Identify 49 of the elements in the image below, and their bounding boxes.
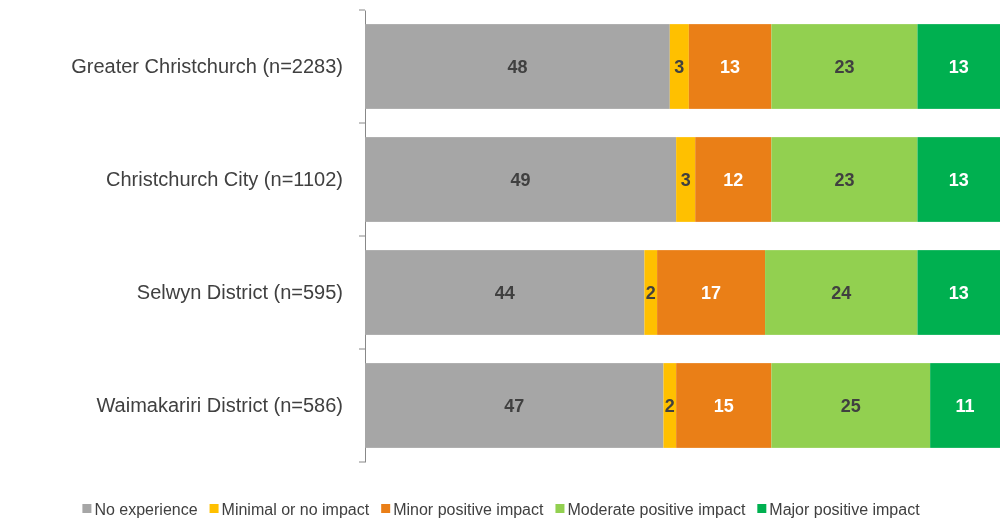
legend-label: No experience	[94, 500, 198, 518]
data-label: 13	[948, 56, 969, 77]
bar	[917, 24, 1000, 109]
data-label: 2	[645, 282, 656, 303]
data-label: 3	[680, 169, 691, 190]
bar	[917, 250, 1000, 335]
legend-label: Moderate positive impact	[567, 500, 746, 518]
data-label: 3	[674, 56, 685, 77]
bar	[676, 363, 772, 448]
bar	[676, 137, 696, 222]
data-label: 17	[701, 282, 722, 303]
data-label: 12	[723, 169, 744, 190]
bar	[765, 250, 918, 335]
legend-label: Minor positive impact	[393, 500, 545, 518]
bar	[669, 24, 689, 109]
bar	[365, 24, 670, 109]
data-label: 2	[664, 395, 675, 416]
legend-label: Minimal or no impact	[221, 500, 370, 518]
bar	[663, 363, 677, 448]
bar	[695, 137, 772, 222]
data-label: 44	[494, 282, 515, 303]
bar	[930, 363, 1000, 448]
y-tick-label: Selwyn District (n=595)	[136, 280, 343, 303]
bar	[917, 137, 1000, 222]
y-tick-label: Greater Christchurch (n=2283)	[71, 54, 343, 77]
bar	[771, 137, 918, 222]
bar	[644, 250, 658, 335]
data-label: 13	[948, 282, 969, 303]
bar	[365, 250, 645, 335]
data-label: 47	[504, 395, 525, 416]
bar	[365, 137, 677, 222]
data-label: 13	[720, 56, 741, 77]
bar	[365, 363, 664, 448]
data-label: 24	[831, 282, 852, 303]
bar	[657, 250, 766, 335]
y-tick-label: Christchurch City (n=1102)	[106, 167, 343, 190]
data-label: 13	[948, 169, 969, 190]
legend-label: Major positive impact	[769, 500, 921, 518]
data-label: 49	[510, 169, 531, 190]
data-label: 23	[834, 169, 855, 190]
y-tick-label: Waimakariri District (n=586)	[96, 393, 343, 416]
data-label: 11	[955, 395, 975, 416]
data-label: 48	[507, 56, 528, 77]
bar	[771, 24, 918, 109]
data-label: 15	[713, 395, 734, 416]
bar	[771, 363, 931, 448]
bar	[688, 24, 772, 109]
data-label: 25	[840, 395, 861, 416]
data-label: 23	[834, 56, 855, 77]
